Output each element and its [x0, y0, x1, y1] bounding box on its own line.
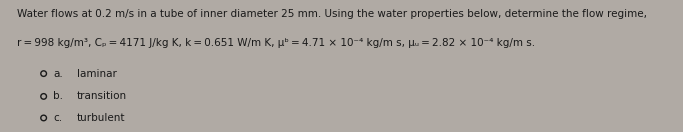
Text: turbulent: turbulent — [76, 113, 125, 123]
Text: r = 998 kg/m³, Cₚ = 4171 J/kg K, k = 0.651 W/m K, μᵇ = 4.71 × 10⁻⁴ kg/m s, μᵤ = : r = 998 kg/m³, Cₚ = 4171 J/kg K, k = 0.6… — [17, 38, 535, 48]
Text: transition: transition — [76, 91, 127, 101]
Text: laminar: laminar — [76, 69, 117, 79]
Text: a.: a. — [53, 69, 63, 79]
Text: c.: c. — [53, 113, 62, 123]
Text: b.: b. — [53, 91, 64, 101]
Text: Water flows at 0.2 m/s in a tube of inner diameter 25 mm. Using the water proper: Water flows at 0.2 m/s in a tube of inne… — [17, 9, 647, 19]
